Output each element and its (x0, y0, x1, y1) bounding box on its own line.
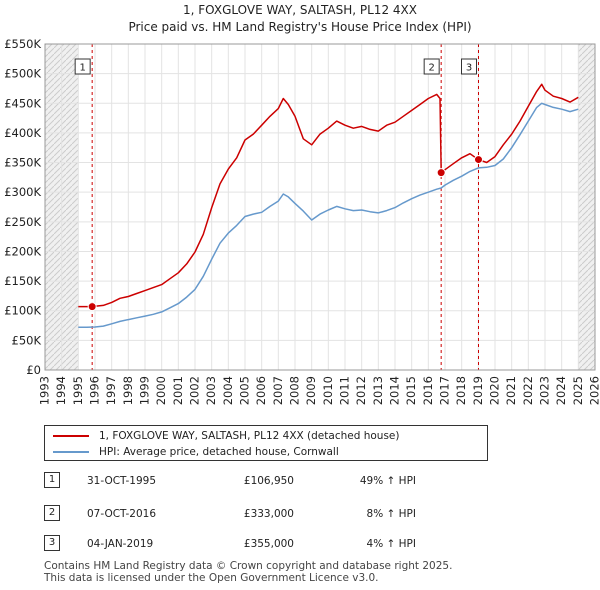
legend: 1, FOXGLOVE WAY, SALTASH, PL12 4XX (deta… (44, 425, 488, 461)
plot-frame (44, 43, 596, 371)
x-tick-label: 2007 (271, 376, 285, 405)
sale-marker-box (461, 58, 477, 75)
sale-date: 04-JAN-2019 (87, 538, 154, 550)
x-tick-label: 2023 (538, 376, 552, 405)
sale-marker-label: 2 (428, 63, 434, 74)
chart-subtitle: Price paid vs. HM Land Registry's House … (128, 20, 471, 34)
y-tick-label: £150K (4, 274, 41, 288)
x-tick-label: 1995 (71, 376, 85, 405)
sale-hpi-change: 49% ↑ HPI (359, 475, 416, 487)
x-tick-label: 2016 (421, 376, 435, 405)
x-tick-label: 2026 (588, 376, 600, 405)
legend-label-hpi: HPI: Average price, detached house, Corn… (99, 446, 339, 458)
y-tick-label: £350K (4, 156, 41, 170)
y-tick-label: £550K (4, 37, 41, 51)
chart-title: 1, FOXGLOVE WAY, SALTASH, PL12 4XX (183, 3, 417, 17)
x-tick-label: 2004 (221, 376, 235, 405)
x-tick-label: 2018 (454, 376, 468, 405)
sale-price: £333,000 (243, 508, 294, 520)
x-tick-label: 2005 (238, 376, 252, 405)
price-chart: 1, FOXGLOVE WAY, SALTASH, PL12 4XX Price… (4, 3, 600, 405)
footer-licence: This data is licensed under the Open Gov… (44, 572, 379, 584)
sale-marker-box (74, 58, 91, 75)
y-tick-label: £100K (4, 304, 41, 318)
y-tick-label: £450K (4, 96, 41, 110)
x-tick-label: 2000 (154, 376, 168, 405)
legend-label-property: 1, FOXGLOVE WAY, SALTASH, PL12 4XX (deta… (99, 430, 400, 442)
x-tick-label: 2011 (338, 376, 352, 405)
x-tick-label: 2009 (304, 376, 318, 405)
y-tick-label: £200K (4, 244, 41, 258)
sale-marker-box (423, 58, 440, 75)
x-tick-label: 2010 (321, 376, 335, 405)
x-tick-label: 2008 (288, 376, 302, 405)
y-tick-label: £300K (4, 185, 41, 199)
sale-marker-label: 1 (79, 63, 85, 74)
sale-number-badge: 3 (44, 535, 60, 551)
legend-item-property: 1, FOXGLOVE WAY, SALTASH, PL12 4XX (deta… (53, 428, 399, 444)
y-tick-label: £250K (4, 215, 41, 229)
footer: Contains HM Land Registry data © Crown c… (44, 560, 452, 584)
sale-number-badge: 2 (44, 505, 60, 521)
x-tick-label: 2001 (171, 376, 185, 405)
x-tick-label: 1997 (104, 376, 118, 405)
x-tick-label: 1994 (54, 376, 68, 405)
x-tick-label: 2022 (521, 376, 535, 405)
legend-swatch-property (53, 435, 89, 437)
x-tick-label: 2019 (471, 376, 485, 405)
x-tick-label: 2012 (354, 376, 368, 405)
x-tick-label: 2017 (438, 376, 452, 405)
y-tick-label: £400K (4, 126, 41, 140)
y-tick-label: £50K (12, 333, 42, 347)
table-row: 3 04-JAN-2019 £355,000 4% ↑ HPI (44, 533, 584, 555)
table-row: 1 31-OCT-1995 £106,950 49% ↑ HPI (44, 470, 584, 492)
x-tick-label: 1993 (38, 376, 52, 405)
sale-price: £106,950 (243, 475, 294, 487)
x-tick-label: 2015 (404, 376, 418, 405)
property-series-line (78, 83, 579, 308)
sale-number-badge: 1 (44, 472, 60, 488)
x-tick-label: 2024 (554, 376, 568, 405)
x-tick-label: 2014 (388, 376, 402, 405)
x-tick-label: 2003 (204, 376, 218, 405)
hpi-series-line (78, 102, 579, 329)
legend-swatch-hpi (53, 451, 89, 453)
sale-point (436, 168, 446, 178)
x-tick-label: 2025 (571, 376, 585, 405)
legend-item-hpi: HPI: Average price, detached house, Corn… (53, 444, 339, 460)
hatched-region (578, 44, 595, 370)
sale-date: 07-OCT-2016 (87, 508, 156, 520)
x-tick-label: 1999 (138, 376, 152, 405)
x-tick-label: 1996 (88, 376, 102, 405)
x-tick-label: 2021 (504, 376, 518, 405)
sale-point (474, 155, 483, 165)
sale-marker-label: 3 (466, 63, 472, 74)
sale-point (87, 302, 97, 312)
footer-copyright: Contains HM Land Registry data © Crown c… (44, 560, 453, 572)
table-row: 2 07-OCT-2016 £333,000 8% ↑ HPI (44, 503, 584, 525)
sale-date: 31-OCT-1995 (87, 475, 156, 487)
sale-price: £355,000 (243, 538, 294, 550)
sale-hpi-change: 4% ↑ HPI (366, 538, 416, 550)
y-tick-label: £500K (4, 67, 41, 81)
y-tick-label: £0 (26, 363, 41, 377)
x-tick-label: 2020 (488, 376, 502, 405)
x-tick-label: 2002 (188, 376, 202, 405)
x-tick-label: 2006 (254, 376, 268, 405)
x-tick-label: 2013 (371, 376, 385, 405)
x-tick-label: 1998 (121, 376, 135, 405)
sale-hpi-change: 8% ↑ HPI (366, 508, 416, 520)
